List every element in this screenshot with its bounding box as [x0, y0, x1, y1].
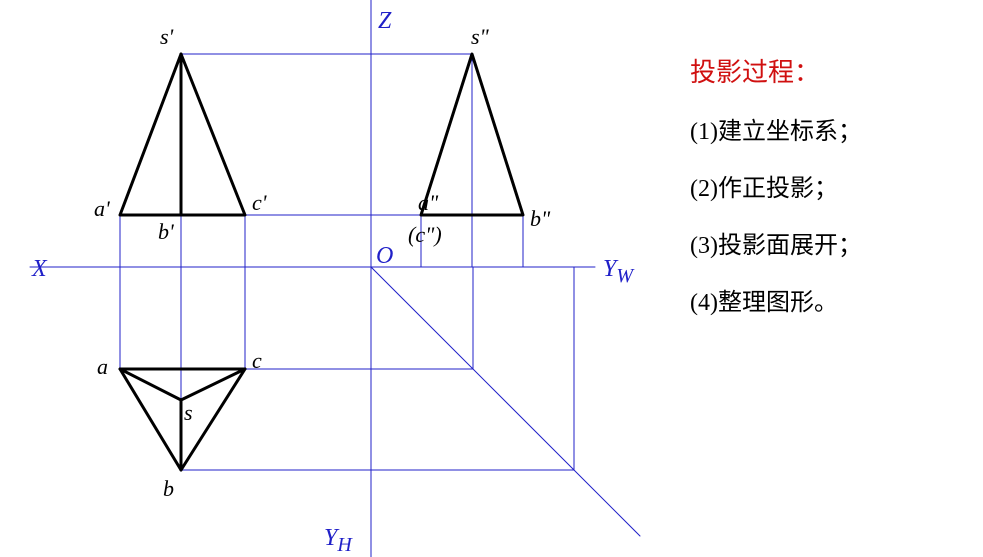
axis-label-yw: YW — [603, 256, 633, 288]
step-2: (2)作正投影； — [690, 168, 862, 203]
step-1: (1)建立坐标系； — [690, 111, 862, 146]
axis-label-yh: YH — [324, 525, 352, 557]
step-4: (4)整理图形。 — [690, 282, 862, 317]
steps-block: 投影过程： (1)建立坐标系； (2)作正投影； (3)投影面展开； (4)整理… — [690, 52, 862, 317]
point-label-b-dprime: b" — [530, 206, 550, 232]
point-label-b: b — [163, 476, 174, 502]
point-label-s: s — [184, 400, 193, 426]
step-3: (3)投影面展开； — [690, 225, 862, 260]
projection-shapes — [120, 54, 523, 470]
point-label-a-prime: a' — [94, 196, 110, 222]
axis-label-x: X — [32, 256, 47, 283]
point-label-a-dprime: a" — [418, 190, 438, 216]
point-label-c: c — [252, 348, 262, 374]
point-label-c-dprime: (c") — [408, 222, 442, 248]
axis-label-z: Z — [378, 8, 391, 35]
point-label-s-prime: s' — [160, 24, 173, 50]
steps-title: 投影过程： — [690, 52, 862, 89]
point-label-s-dprime: s" — [471, 24, 489, 50]
point-label-b-prime: b' — [158, 219, 174, 245]
point-label-a: a — [97, 354, 108, 380]
construction-lines — [30, 0, 640, 557]
axis-label-o: O — [376, 243, 393, 270]
point-label-c-prime: c' — [252, 190, 266, 216]
